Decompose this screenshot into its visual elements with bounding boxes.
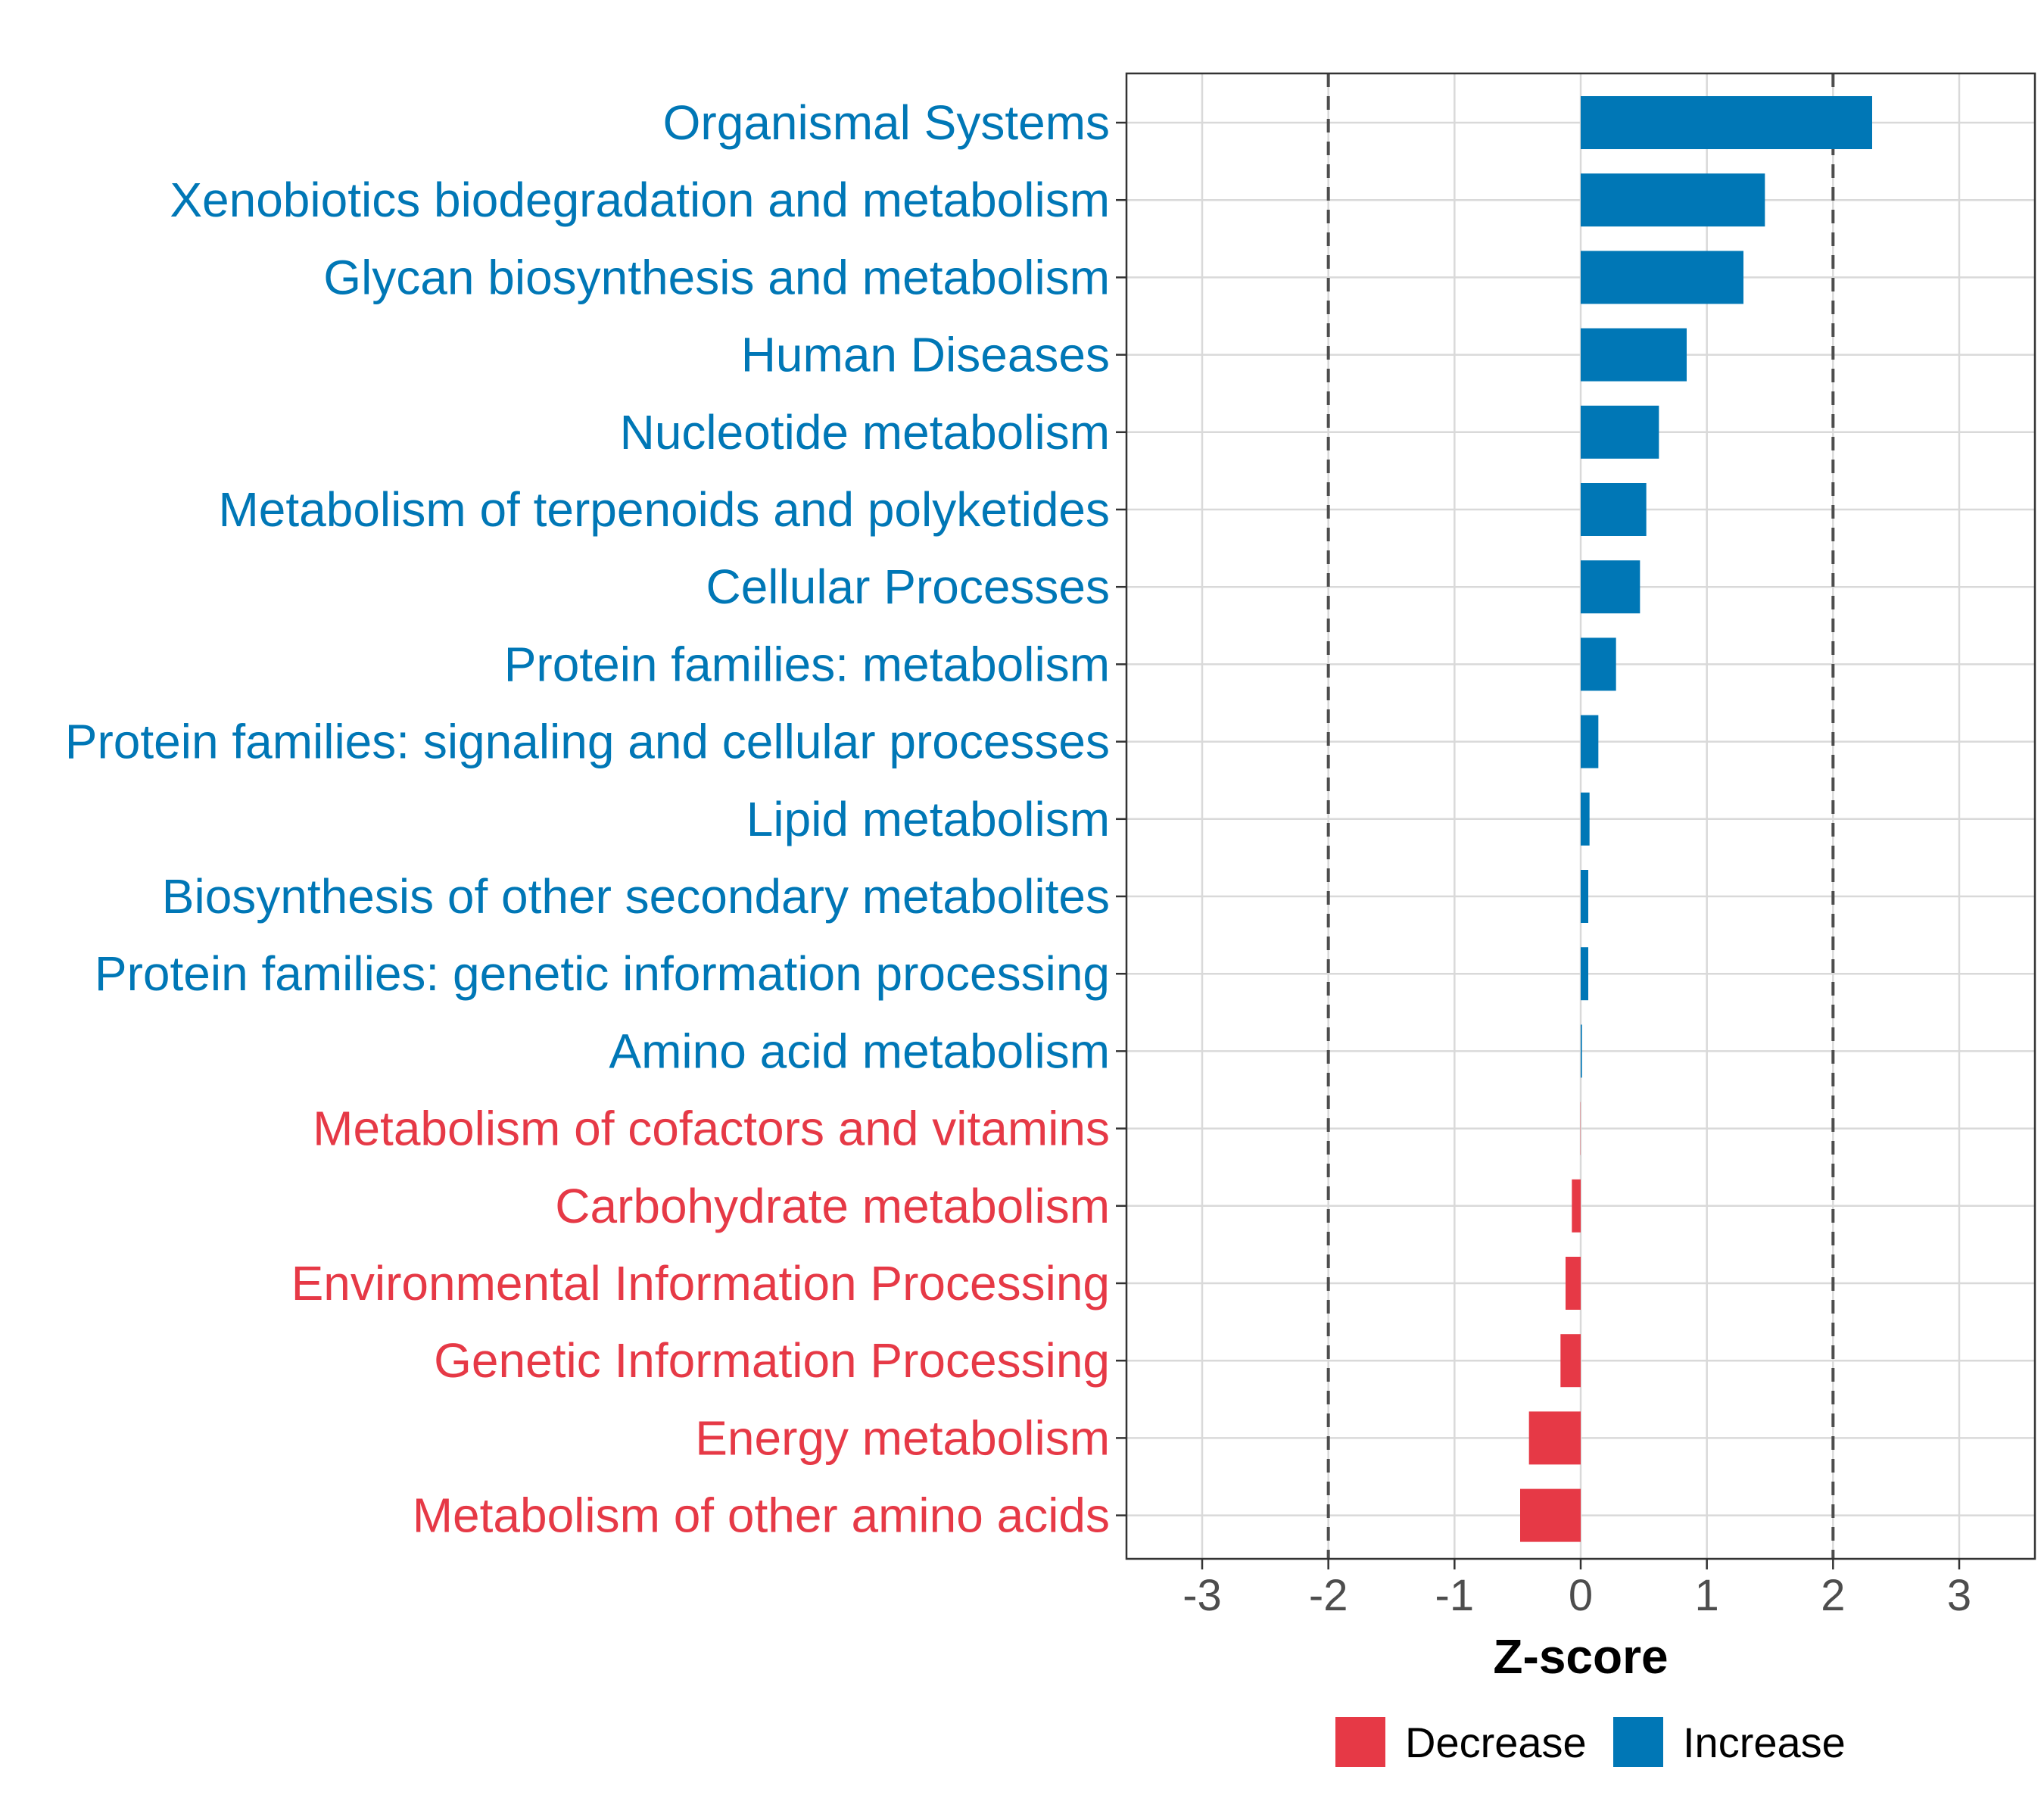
bar xyxy=(1581,173,1765,227)
bar xyxy=(1581,870,1588,923)
category-label: Protein families: metabolism xyxy=(504,637,1110,691)
category-label: Metabolism of cofactors and vitamins xyxy=(313,1102,1110,1156)
x-tick-label: 1 xyxy=(1695,1571,1719,1620)
bar xyxy=(1560,1334,1581,1388)
category-label: Cellular Processes xyxy=(706,559,1110,614)
category-label: Metabolism of terpenoids and polyketides xyxy=(218,482,1110,537)
category-label: Environmental Information Processing xyxy=(291,1256,1110,1311)
bar xyxy=(1581,560,1640,614)
bar xyxy=(1581,637,1616,691)
bar xyxy=(1581,792,1590,846)
x-tick-label: 3 xyxy=(1947,1571,1971,1620)
category-label: Protein families: genetic information pr… xyxy=(95,946,1110,1001)
bar xyxy=(1572,1179,1581,1233)
x-axis-title: Z-score xyxy=(1493,1629,1668,1684)
x-tick-labels: -3 -2 -1 0 1 2 3 xyxy=(1182,1571,1971,1620)
x-tick-label: -3 xyxy=(1182,1571,1222,1620)
category-label: Biosynthesis of other secondary metaboli… xyxy=(162,869,1110,924)
category-label: Metabolism of other amino acids xyxy=(413,1488,1110,1543)
x-tick-label: -1 xyxy=(1435,1571,1475,1620)
legend-key xyxy=(1335,1717,1385,1767)
category-label: Lipid metabolism xyxy=(746,792,1110,846)
bar-layer xyxy=(1520,96,1872,1542)
x-tick-label: -2 xyxy=(1309,1571,1348,1620)
category-label: Glycan biosynthesis and metabolism xyxy=(323,250,1110,304)
legend-key xyxy=(1613,1717,1663,1767)
axis-ticks xyxy=(1116,121,1961,1569)
reference-lines xyxy=(1326,73,1835,1559)
category-label: Nucleotide metabolism xyxy=(620,405,1110,460)
bar xyxy=(1581,483,1647,536)
legend-label: Decrease xyxy=(1405,1719,1587,1766)
bar xyxy=(1581,947,1588,1001)
bar xyxy=(1581,328,1687,382)
bar xyxy=(1581,405,1659,459)
bar xyxy=(1581,1024,1582,1078)
x-tick-label: 2 xyxy=(1821,1571,1845,1620)
bar xyxy=(1581,96,1872,149)
category-label: Carbohydrate metabolism xyxy=(555,1179,1110,1233)
category-label: Amino acid metabolism xyxy=(609,1024,1110,1078)
category-labels: Organismal Systems Xenobiotics biodegrada… xyxy=(65,95,1110,1543)
category-label: Organismal Systems xyxy=(663,95,1110,150)
category-label: Genetic Information Processing xyxy=(434,1333,1110,1388)
category-label: Protein families: signaling and cellular… xyxy=(65,715,1110,769)
category-label: Xenobiotics biodegradation and metabolis… xyxy=(170,173,1110,227)
bar xyxy=(1581,251,1743,304)
category-label: Energy metabolism xyxy=(695,1410,1110,1465)
category-label: Human Diseases xyxy=(741,328,1110,382)
legend-label: Increase xyxy=(1683,1719,1846,1766)
legend: Decrease Increase xyxy=(1335,1717,1846,1767)
bar xyxy=(1581,715,1599,768)
x-tick-label: 0 xyxy=(1569,1571,1593,1620)
bar xyxy=(1528,1411,1581,1465)
bar xyxy=(1520,1488,1581,1542)
bar xyxy=(1566,1257,1581,1310)
